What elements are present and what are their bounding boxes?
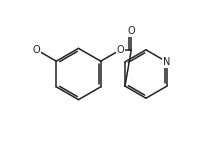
Text: O: O	[128, 26, 135, 36]
Text: O: O	[33, 45, 41, 55]
Text: O: O	[116, 45, 124, 55]
Text: N: N	[163, 57, 171, 67]
